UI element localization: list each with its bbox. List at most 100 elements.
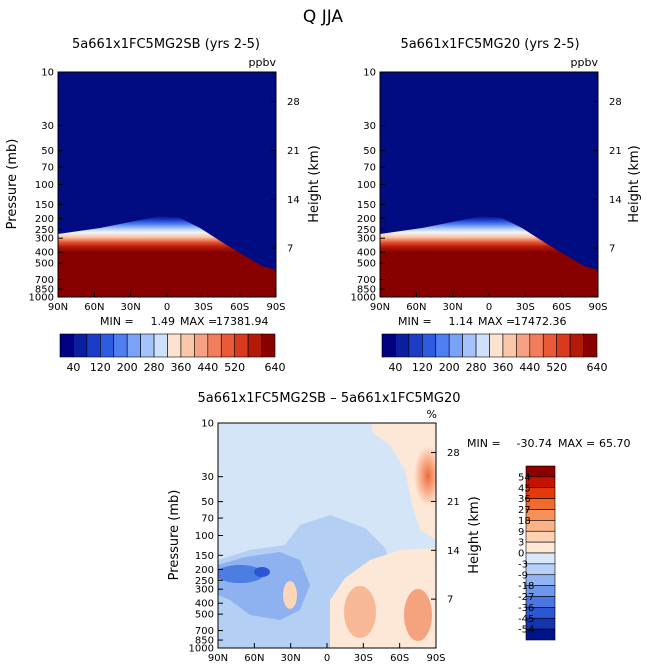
panel-left: 5a661x1FC5MG2SB (yrs 2-5) ppbv 103050701… (5, 37, 322, 374)
lat-tick-label: 60N (84, 302, 104, 313)
lat-tick-label: 30S (516, 302, 535, 313)
colorbar-swatch (100, 333, 115, 358)
pressure-tick-label: 150 (357, 200, 376, 211)
pressure-tick-label: 50 (201, 497, 214, 508)
lat-tick-label: 30N (443, 302, 463, 313)
pressure-tick-label: 300 (195, 585, 214, 596)
lat-tick-label: 0 (164, 302, 170, 313)
lat-tick-label: 60S (390, 653, 409, 664)
colorbar-swatch (525, 628, 556, 641)
panel-diff-min-label: MIN = (467, 437, 501, 450)
colorbar-swatch (180, 333, 195, 358)
pressure-tick-label: 400 (195, 599, 214, 610)
lat-tick-label: 90S (588, 302, 607, 313)
colorbar-label: 3 (518, 538, 524, 549)
colorbar-label: 40 (66, 361, 80, 374)
pressure-tick-label: 1000 (189, 644, 214, 655)
colorbar-label: 54 (518, 472, 531, 483)
colorbar-swatch (194, 333, 209, 358)
panel-right-max-value: 17472.36 (514, 315, 567, 328)
colorbar-swatch (569, 333, 584, 358)
colorbar-label: -3 (518, 559, 528, 570)
colorbar-swatch (59, 333, 74, 358)
colorbar-label: 9 (518, 527, 524, 538)
colorbar-label: -45 (518, 614, 534, 625)
lat-tick-label: 30S (194, 302, 213, 313)
colorbar-label: -18 (518, 581, 534, 592)
colorbar-swatch (542, 333, 557, 358)
panel-right-trop-field (380, 216, 598, 297)
pressure-tick-label: 70 (201, 514, 214, 525)
panel-left-min-label: MIN = (100, 315, 134, 328)
colorbar-label: -9 (518, 570, 528, 581)
panel-left-y2label: Height (km) (307, 145, 322, 222)
colorbar-label: 0 (518, 549, 524, 560)
lat-tick-label: 0 (324, 653, 330, 664)
colorbar-swatch (475, 333, 490, 358)
colorbar-swatch (73, 333, 88, 358)
colorbar-swatch (381, 333, 396, 358)
colorbar-swatch (86, 333, 101, 358)
pressure-tick-label: 70 (41, 163, 54, 174)
panel-diff-ylabel: Pressure (mb) (167, 490, 182, 581)
pressure-tick-label: 150 (35, 200, 54, 211)
panel-diff-max-value: 65.70 (599, 437, 631, 450)
panel-diff-max-label: MAX = (558, 437, 595, 450)
pressure-tick-label: 200 (195, 565, 214, 576)
colorbar-label: 200 (117, 361, 138, 374)
panel-right-y2label: Height (km) (627, 145, 642, 222)
colorbar-label: 200 (439, 361, 460, 374)
lat-tick-label: 90S (266, 302, 285, 313)
panel-left-lat-ticks: 90N 60N 30N 0 30S 60S 90S (48, 292, 286, 313)
lat-tick-label: 30S (354, 653, 373, 664)
colorbar-label: 45 (518, 483, 531, 494)
lat-tick-label: 60N (406, 302, 426, 313)
colorbar-swatch (525, 541, 556, 554)
height-tick-label: 14 (609, 195, 622, 206)
pressure-tick-label: 10 (41, 68, 54, 79)
lat-tick-label: 60S (230, 302, 249, 313)
height-tick-label: 14 (287, 195, 300, 206)
panel-right: 5a661x1FC5MG20 (yrs 2-5) ppbv 1030507010… (351, 37, 642, 374)
colorbar-swatch (126, 333, 141, 358)
colorbar-swatch (525, 530, 556, 543)
pressure-tick-label: 30 (363, 121, 376, 132)
pressure-tick-label: 500 (35, 259, 54, 270)
pressure-tick-label: 1000 (351, 293, 376, 304)
height-tick-label: 14 (447, 546, 460, 557)
pressure-tick-label: 250 (35, 225, 54, 236)
panel-diff-region-neg-core2 (254, 567, 270, 577)
panel-right-height-ticks: 28 21 14 7 (593, 97, 622, 255)
lat-tick-label: 0 (486, 302, 492, 313)
colorbar-swatch (113, 333, 128, 358)
pressure-tick-label: 400 (357, 248, 376, 259)
pressure-tick-label: 400 (35, 248, 54, 259)
colorbar-swatch (556, 333, 571, 358)
colorbar-swatch (516, 333, 531, 358)
panel-right-colorbar: 40 120 200 280 360 440 520 640 (381, 333, 608, 374)
panel-diff-region-pos-lower-core (344, 586, 376, 638)
colorbar-swatch (408, 333, 423, 358)
panel-right-min-label: MIN = (398, 315, 432, 328)
pressure-tick-label: 300 (357, 234, 376, 245)
colorbar-swatch (153, 333, 168, 358)
lat-tick-label: 60S (552, 302, 571, 313)
height-tick-label: 21 (609, 146, 622, 157)
pressure-tick-label: 150 (195, 551, 214, 562)
colorbar-label: 640 (265, 361, 286, 374)
colorbar-label: 440 (519, 361, 540, 374)
pressure-tick-label: 10 (201, 419, 214, 430)
colorbar-swatch (247, 333, 262, 358)
pressure-tick-label: 100 (35, 180, 54, 191)
lat-tick-label: 60N (244, 653, 264, 664)
colorbar-label: 40 (388, 361, 402, 374)
pressure-tick-label: 250 (357, 225, 376, 236)
panel-left-title: 5a661x1FC5MG2SB (yrs 2-5) (72, 37, 260, 52)
pressure-tick-label: 700 (35, 275, 54, 286)
colorbar-swatch (395, 333, 410, 358)
colorbar-swatch (167, 333, 182, 358)
colorbar-swatch (234, 333, 249, 358)
panel-diff-region-neg-core (218, 565, 264, 583)
